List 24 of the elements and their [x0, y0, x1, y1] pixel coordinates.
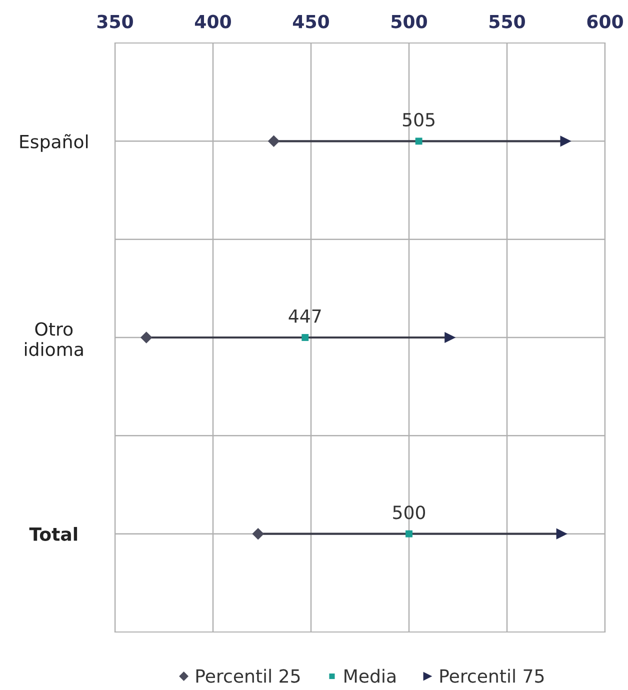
point	[302, 334, 309, 341]
x-tick-label: 450	[292, 14, 329, 28]
point	[415, 138, 422, 145]
x-tick-label: 500	[392, 14, 427, 28]
y-tick-label: Total	[29, 526, 78, 541]
point	[406, 530, 412, 538]
y-tick-label: Otro idioma	[24, 322, 83, 356]
legend-label: Media	[344, 668, 396, 683]
point	[140, 332, 152, 344]
data-label: 505	[402, 112, 434, 127]
legend-label: Percentil 25	[196, 668, 300, 683]
data-label: 500	[393, 506, 426, 520]
y-tick-label: Español	[20, 134, 88, 152]
point	[560, 136, 572, 147]
point	[444, 332, 456, 344]
point	[556, 528, 568, 540]
x-tick-label: 550	[490, 14, 525, 28]
x-tick-label: 400	[194, 14, 231, 28]
x-tick-label: 600	[587, 14, 623, 28]
legend-label: Percentil 75	[440, 668, 544, 683]
data-label: 447	[288, 309, 321, 323]
x-tick-label: 350	[97, 14, 133, 28]
point	[252, 528, 264, 540]
point	[268, 135, 280, 148]
